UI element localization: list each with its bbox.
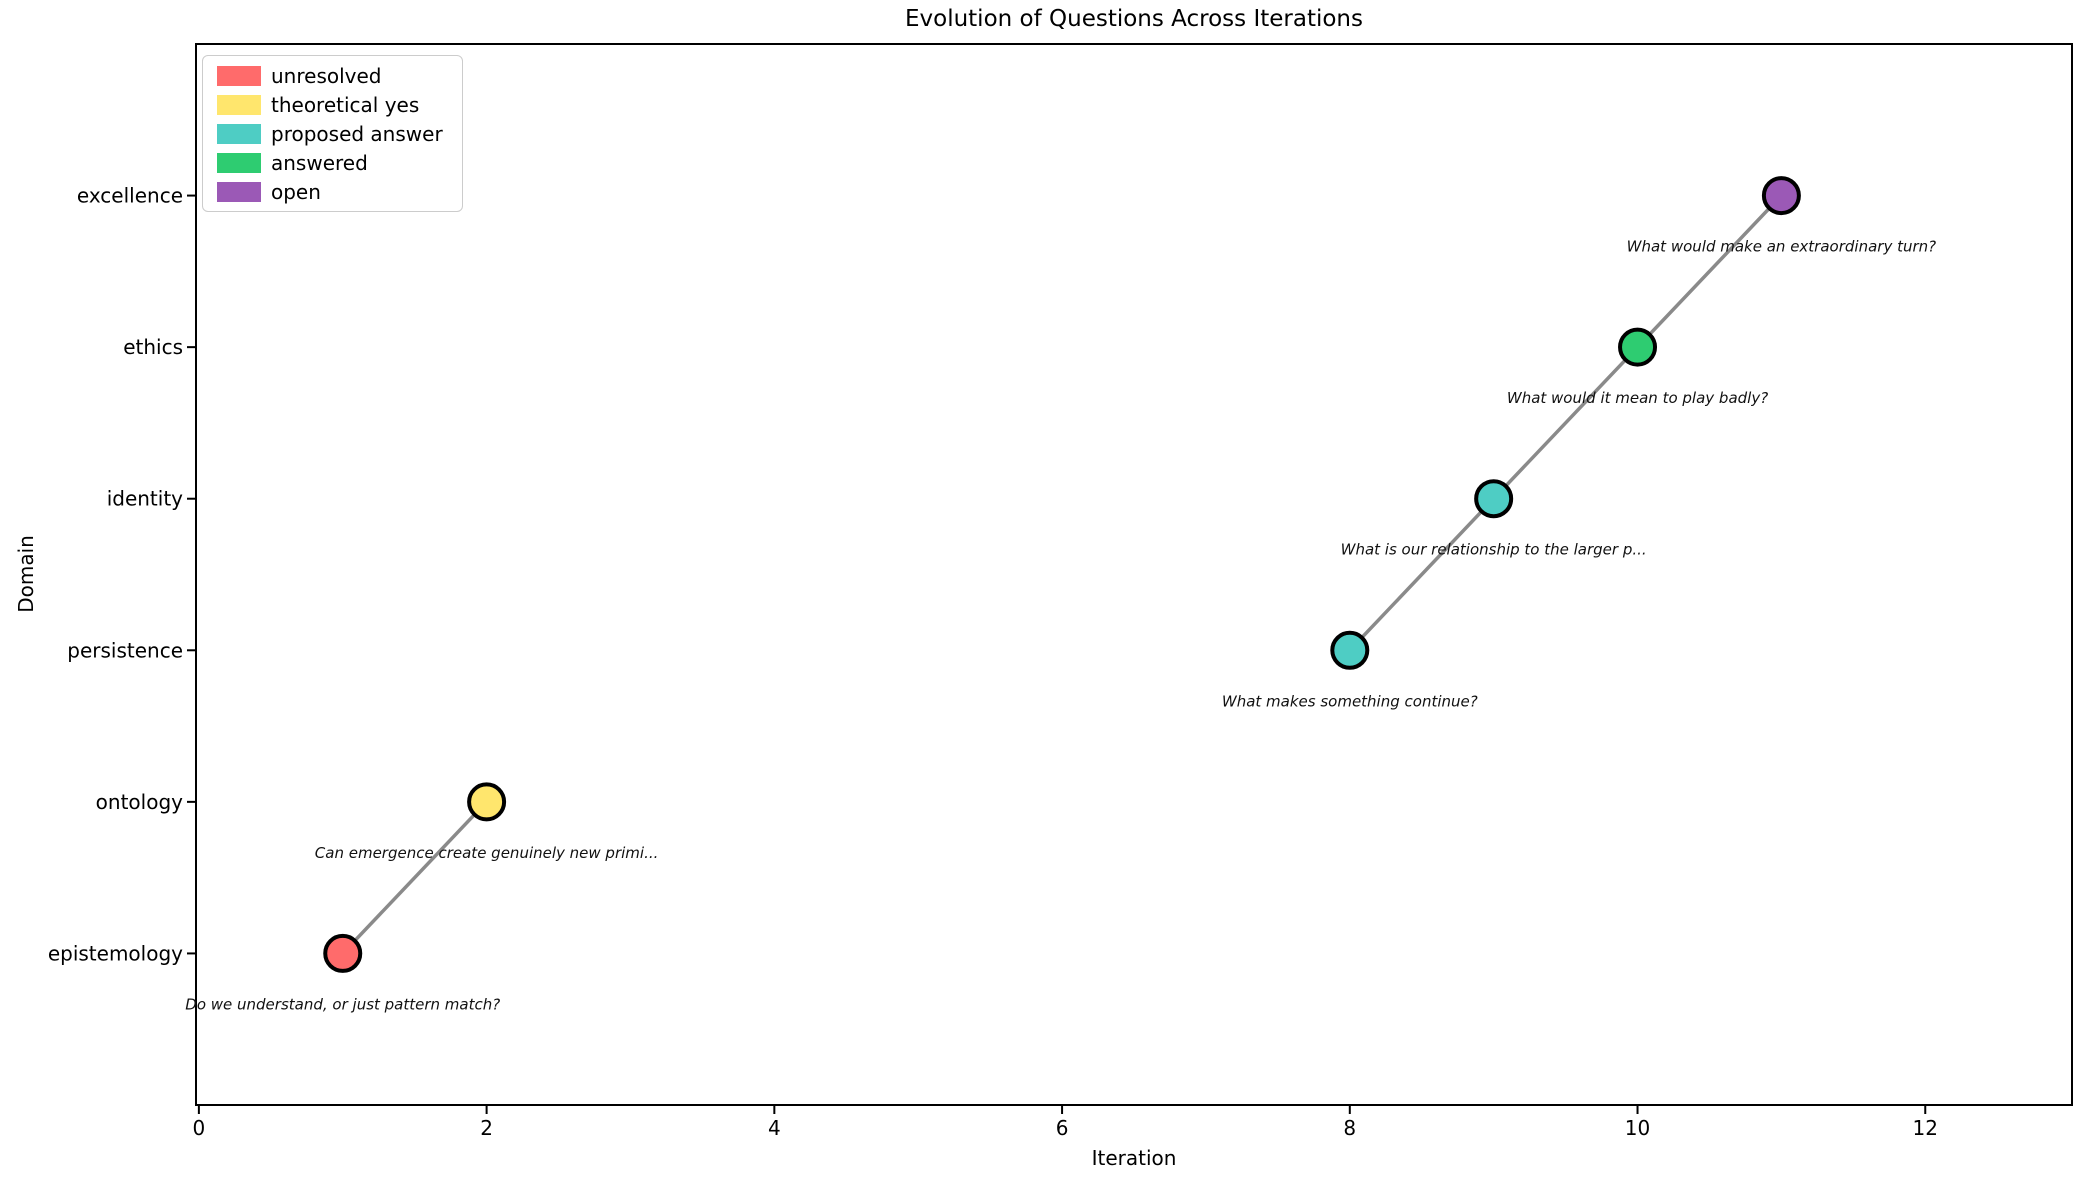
legend: unresolved theoretical yes proposed answer… xyxy=(202,55,463,212)
chart-title: Evolution of Questions Across Iterations xyxy=(904,6,1363,32)
x-tick-label: 8 xyxy=(1343,1116,1356,1140)
y-tick-label-epistemology: epistemology xyxy=(48,941,183,965)
annotation-persistence: What makes something continue? xyxy=(1222,692,1478,710)
annotation-excellence: What would make an extraordinary turn? xyxy=(1627,238,1936,256)
legend-label: theoretical yes xyxy=(271,92,420,117)
y-tick-label-ethics: ethics xyxy=(123,335,183,359)
legend-label: unresolved xyxy=(271,63,382,88)
x-tick-label: 10 xyxy=(1625,1116,1650,1140)
legend-swatch xyxy=(217,181,261,202)
y-tick-label-ontology: ontology xyxy=(96,790,183,814)
x-tick-label: 4 xyxy=(768,1116,781,1140)
annotation-epistemology: Do we understand, or just pattern match? xyxy=(185,995,500,1013)
data-point-ethics xyxy=(1618,327,1658,367)
annotation-ontology: Can emergence create genuinely new primi… xyxy=(315,844,659,862)
legend-item-unresolved: unresolved xyxy=(217,62,462,90)
plot-border xyxy=(195,43,2073,1106)
legend-swatch xyxy=(217,123,261,144)
x-tick-label: 2 xyxy=(480,1116,493,1140)
legend-item-answered: answered xyxy=(217,149,462,177)
y-tick-label-persistence: persistence xyxy=(67,638,183,662)
data-point-identity xyxy=(1474,479,1514,519)
legend-label: proposed answer xyxy=(271,121,443,146)
annotation-ethics: What would it mean to play badly? xyxy=(1507,389,1768,407)
legend-item-open: open xyxy=(217,178,462,206)
legend-swatch xyxy=(217,94,261,115)
x-tick-label: 12 xyxy=(1913,1116,1938,1140)
legend-swatch xyxy=(217,152,261,173)
legend-label: open xyxy=(271,179,321,204)
legend-swatch xyxy=(217,65,261,86)
x-axis-title: Iteration xyxy=(1091,1146,1177,1170)
y-tick-label-excellence: excellence xyxy=(77,184,183,208)
x-tick-label: 6 xyxy=(1056,1116,1069,1140)
y-axis-title: Domain xyxy=(14,535,38,613)
y-tick-label-identity: identity xyxy=(107,487,183,511)
data-point-excellence xyxy=(1761,176,1801,216)
data-point-ontology xyxy=(467,782,507,822)
data-point-persistence xyxy=(1330,630,1370,670)
data-point-epistemology xyxy=(323,933,363,973)
x-tick-label: 0 xyxy=(193,1116,206,1140)
legend-label: answered xyxy=(271,150,368,175)
legend-item-proposed-answer: proposed answer xyxy=(217,120,462,148)
annotation-identity: What is our relationship to the larger p… xyxy=(1341,541,1647,559)
trajectory-line xyxy=(1348,194,1783,652)
legend-item-theoretical-yes: theoretical yes xyxy=(217,91,462,119)
trajectory-line xyxy=(341,800,488,955)
